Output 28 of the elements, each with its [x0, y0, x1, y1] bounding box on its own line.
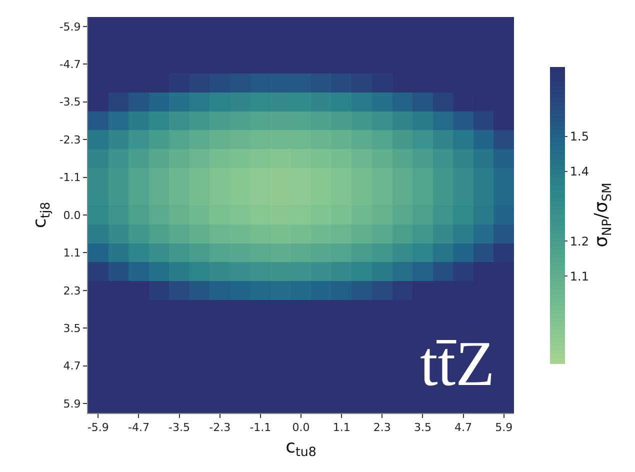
color-bar-label: 1.5 [570, 130, 589, 144]
x-tick-label: 3.5 [414, 421, 432, 434]
x-tick-label: 2.3 [373, 421, 391, 434]
y-tick-label: -1.1 [59, 171, 81, 184]
y-tick-label: 5.9 [63, 397, 81, 410]
x-axis-title: c$_{tu8}$ [286, 436, 316, 460]
x-tick-label: -5.9 [87, 421, 109, 434]
y-tick-label: -2.3 [59, 133, 81, 146]
y-tick-label: -5.9 [59, 20, 81, 34]
y-tick-label: 0.0 [63, 208, 81, 222]
y-tick-label: -3.5 [59, 96, 81, 109]
x-tick-label: -2.3 [209, 421, 231, 434]
y-tick-label: 4.7 [63, 360, 81, 373]
x-tick-label: -3.5 [168, 421, 190, 434]
y-tick-label: -4.7 [59, 58, 81, 71]
x-tick-label: -1.1 [250, 421, 272, 434]
y-tick-label: 3.5 [63, 322, 81, 335]
y-tick-label: 1.1 [63, 246, 81, 260]
x-tick-label: -4.7 [128, 421, 150, 434]
x-tick-label: 5.9 [495, 421, 513, 434]
x-tick-label: 0.0 [292, 421, 310, 434]
annotation: tt̄Z [420, 328, 495, 399]
color-bar-label: 1.1 [570, 269, 589, 284]
x-tick-label: 1.1 [332, 421, 350, 434]
color-bar-label: 1.2 [570, 234, 589, 248]
y-tick-label: 2.3 [63, 284, 81, 298]
x-tick-label: 4.7 [454, 421, 472, 434]
color-bar-label: 1.4 [570, 164, 589, 179]
